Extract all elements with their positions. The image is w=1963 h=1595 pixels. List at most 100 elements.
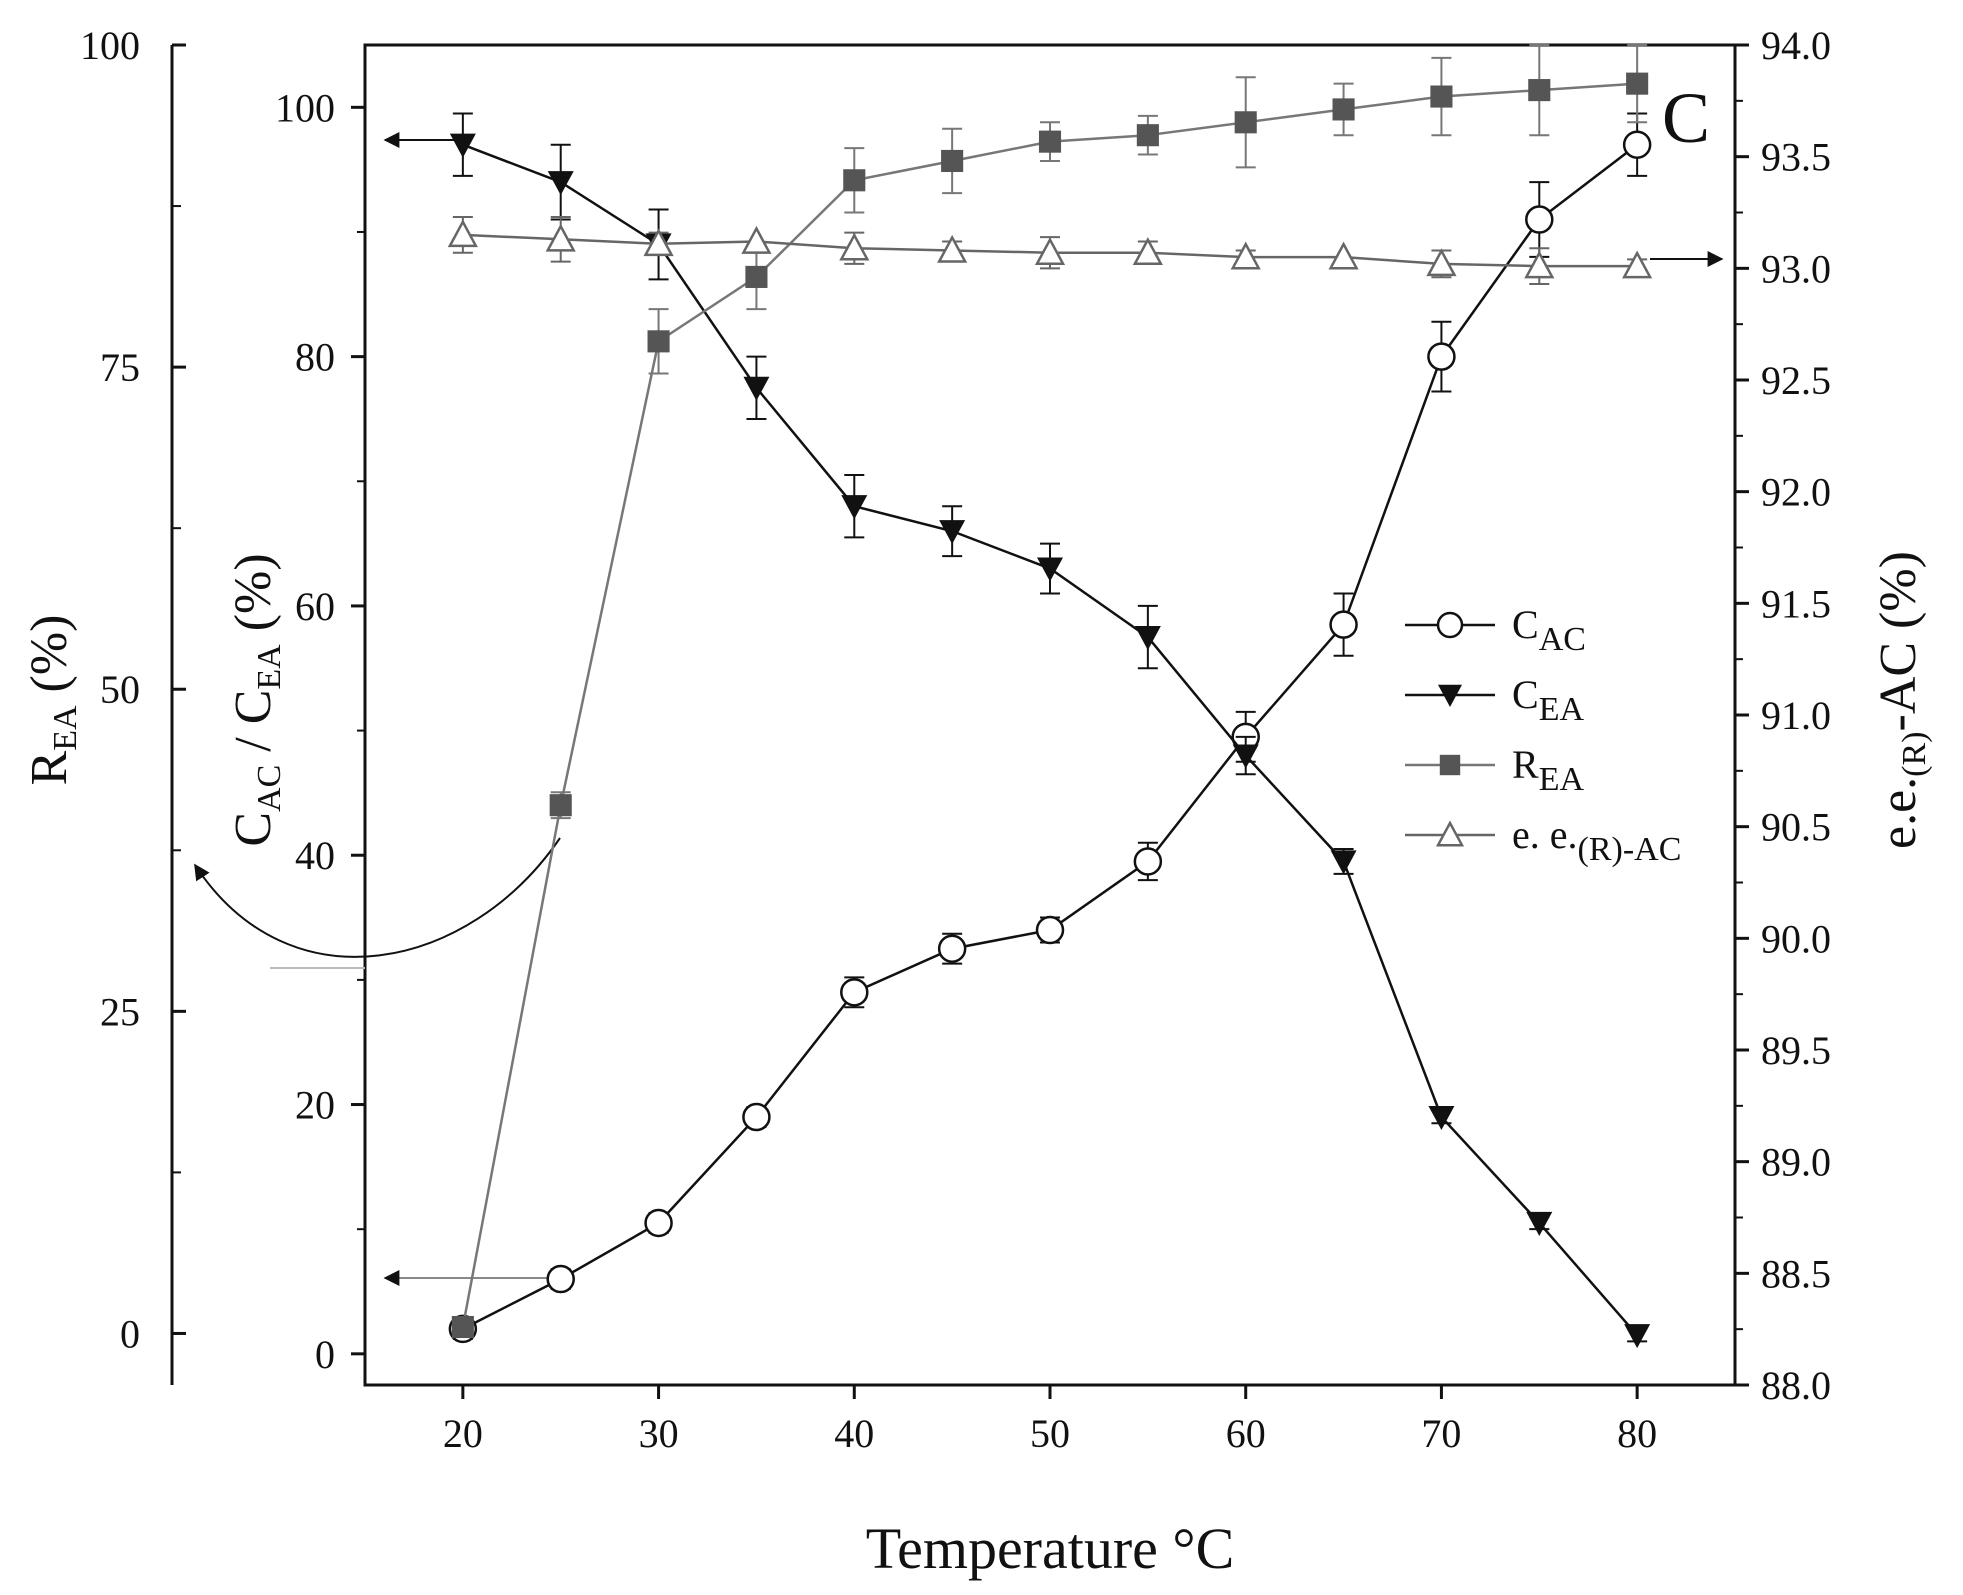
data-point [549,794,572,817]
data-point [1622,250,1653,279]
data-point [1232,744,1259,769]
inner-left-tick-label: 20 [295,1083,335,1128]
data-point [451,1315,474,1339]
data-point [1622,130,1652,159]
right-tick-label: 92.5 [1761,358,1831,403]
inner-left-tick-label: 40 [295,833,335,878]
inner-left-tick-label: 100 [275,85,335,130]
series-c-ac [448,112,1652,1344]
x-tick-label: 20 [443,1411,483,1456]
data-point [1525,205,1554,234]
data-point [1132,237,1163,265]
inner-left-tick-label: 80 [295,335,335,380]
data-point [741,225,772,254]
right-tick-label: 93.0 [1761,246,1831,291]
x-tick-label: 60 [1226,1411,1266,1456]
right-tick-label: 90.5 [1761,805,1831,850]
x-axis-title: Temperature °C [866,1516,1235,1581]
right-axis-title: e.e.(R)-AC (%) [1870,551,1933,849]
data-point [1624,1324,1651,1349]
annotation-arrows [194,132,1724,1286]
data-point [839,232,870,261]
legend: CAC CEA REA e. e.(R)-AC [1405,602,1681,868]
data-point [1526,1211,1553,1236]
data-point [643,228,674,257]
series-e-e-r-ac [447,215,1653,285]
data-point [644,1208,673,1238]
inner-left-axis-ticks: 0 20 40 60 80 100 [275,85,365,1377]
data-point [546,1264,575,1294]
data-point [647,330,670,353]
legend-marker [1436,611,1464,639]
outer-left-axis-title: REA (%) [21,615,84,786]
x-tick-label: 50 [1030,1411,1070,1456]
data-point [1426,248,1457,277]
x-tick-label: 30 [639,1411,679,1456]
data-point [1328,241,1359,270]
right-tick-label: 93.5 [1761,135,1831,180]
series-line [461,82,1638,1328]
panel-label: C [1662,78,1710,158]
data-point [1034,237,1066,265]
data-point [1528,79,1551,102]
series-line [462,143,1638,1331]
series-r-ea [451,44,1649,1339]
inner-left-tick-label: 60 [295,584,335,629]
legend-label: CEA [1512,672,1584,728]
data-point [840,978,869,1007]
outer-left-axis-ticks: 0 25 50 75 100 [80,23,186,1356]
data-point [447,219,478,248]
outer-left-tick-label: 100 [80,23,140,68]
data-point [1332,98,1355,121]
legend-marker [1435,820,1465,847]
data-point [1428,1105,1455,1130]
data-point [449,133,476,158]
right-tick-label: 88.5 [1761,1251,1831,1296]
data-point [843,169,866,192]
data-point [1427,342,1456,371]
legend-item: e. e.(R)-AC [1405,812,1681,868]
data-point [545,223,576,252]
right-tick-label: 89.5 [1761,1028,1831,1073]
data-point [1430,85,1453,108]
right-tick-label: 94.0 [1761,23,1831,68]
data-point [1234,111,1257,134]
series-line [462,143,1639,1336]
x-tick-label: 40 [834,1411,874,1456]
data-point [1038,130,1062,153]
right-axis-ticks: 88.0 88.5 89.0 89.5 90.0 90.5 91.0 91.5 92.0 92.5… [1735,23,1831,1408]
data-point [547,171,574,196]
data-point [1133,847,1163,876]
legend-label: e. e.(R)-AC [1512,812,1681,868]
data-point [939,520,966,545]
data-point [1136,124,1159,147]
right-tick-label: 92.0 [1761,470,1831,515]
data-point [937,234,968,263]
right-tick-label: 90.0 [1761,916,1831,961]
right-tick-label: 91.0 [1761,693,1831,738]
right-tick-label: 89.0 [1761,1140,1831,1185]
data-point [1329,610,1358,639]
data-point [1037,557,1063,582]
x-tick-label: 80 [1617,1411,1657,1456]
legend-label: CAC [1512,602,1586,658]
legend-item: REA [1405,742,1584,798]
data-point [1134,626,1161,651]
data-point [745,265,768,288]
data-point [742,1102,771,1132]
data-point [1626,72,1649,95]
data-point [1524,250,1555,279]
legend-label: REA [1512,742,1584,798]
data-point [1230,241,1261,270]
inner-left-axis-title: CAC / CEA (%) [225,553,288,846]
outer-left-tick-label: 50 [100,667,140,712]
series-layer [447,44,1653,1349]
data-point [1035,915,1065,945]
inner-left-tick-label: 0 [315,1332,335,1377]
legend-item: CEA [1405,672,1584,728]
data-point [1330,850,1357,875]
outer-left-tick-label: 25 [100,989,140,1034]
series-c-ea [449,112,1651,1349]
right-tick-label: 88.0 [1761,1363,1831,1408]
